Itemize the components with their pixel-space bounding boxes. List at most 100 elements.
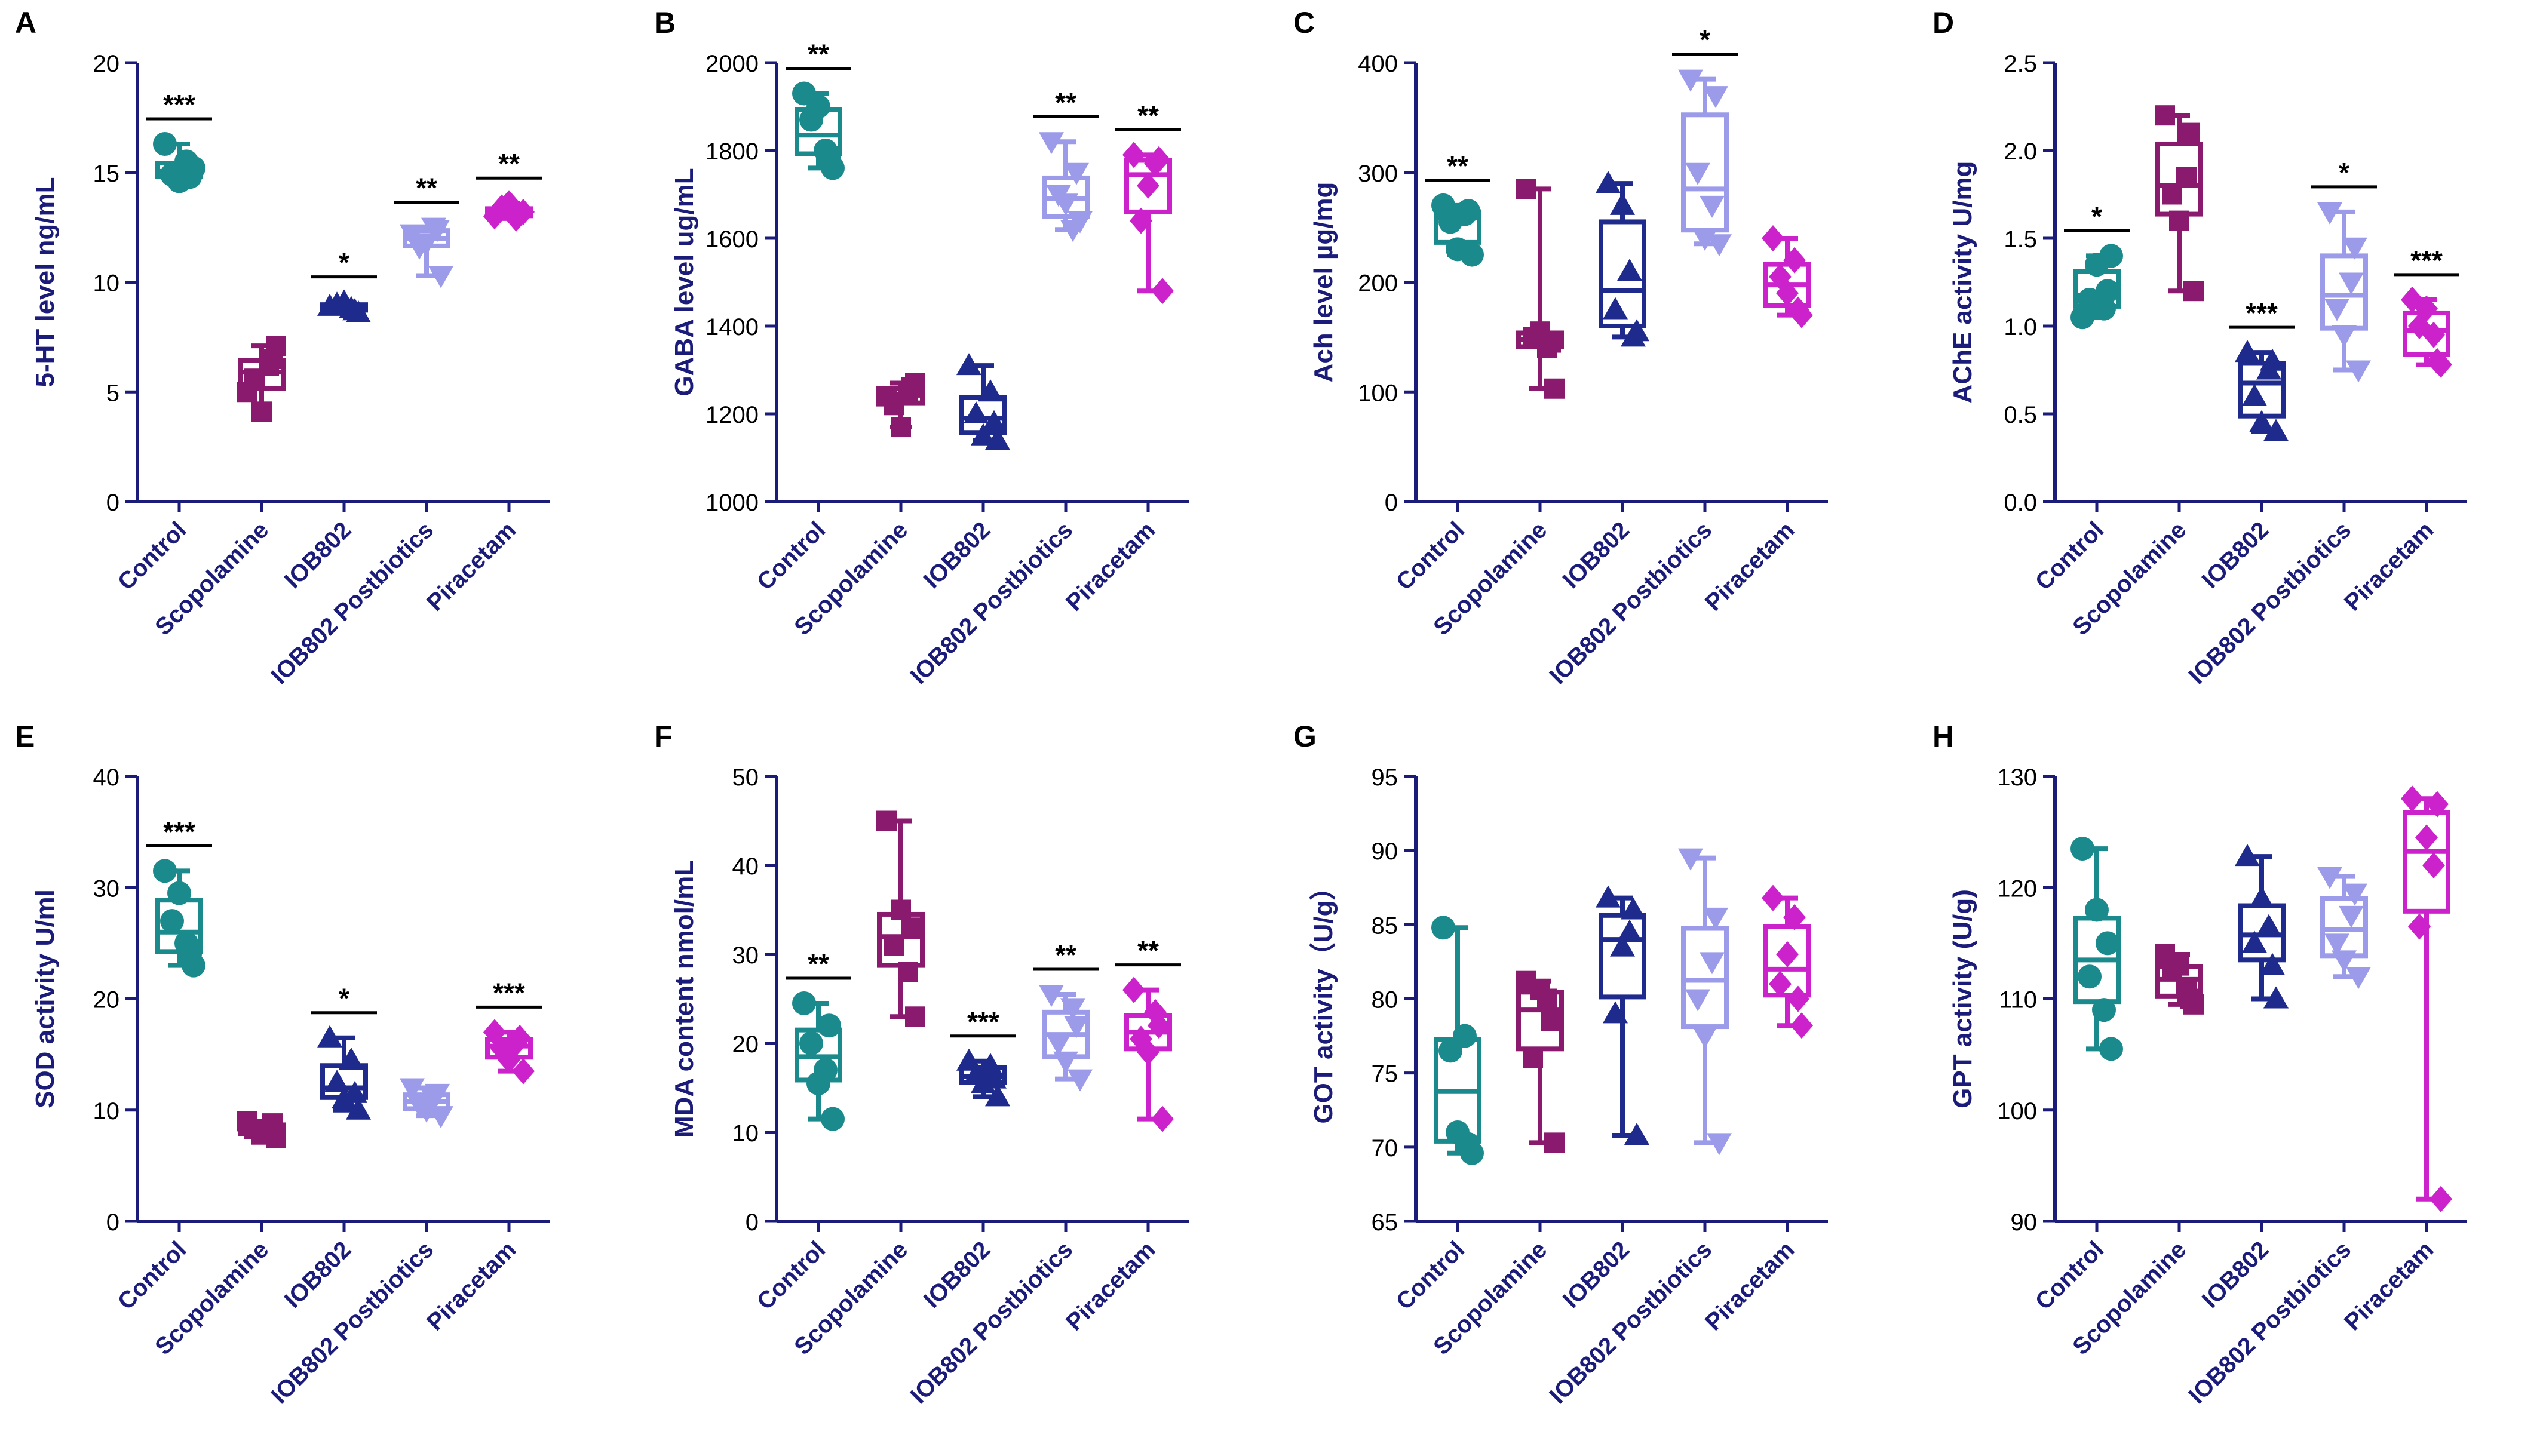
y-tick-label: 1000	[705, 490, 759, 516]
data-point	[262, 349, 283, 370]
data-point	[2401, 785, 2424, 812]
y-tick-label: 200	[1358, 271, 1398, 297]
data-point	[342, 298, 367, 321]
x-category-label: IOB802	[1558, 517, 1635, 594]
y-tick-label: 50	[732, 764, 759, 791]
data-point	[2422, 852, 2445, 878]
panel-label: B	[654, 6, 676, 39]
y-tick-label: 1800	[705, 139, 759, 165]
data-point	[1700, 195, 1725, 218]
x-category-label: IOB802 Postbiotics	[1544, 1236, 1717, 1409]
data-point	[981, 410, 1007, 432]
data-point	[817, 143, 841, 167]
box-group-iob802-postbiotics	[1678, 848, 1732, 1156]
data-point	[2099, 1037, 2123, 1061]
x-category-label: Control	[1391, 517, 1470, 595]
data-point	[1692, 229, 1717, 251]
significance-stars: ***	[2246, 297, 2278, 328]
data-point	[2339, 905, 2364, 928]
box-group-control: **	[786, 948, 851, 1131]
x-category-label: IOB802	[280, 517, 357, 594]
data-point	[1137, 172, 1159, 199]
box-group-scopolamine	[1516, 179, 1565, 399]
data-point	[2085, 253, 2109, 277]
data-point	[153, 859, 177, 883]
data-point	[1137, 1039, 1159, 1065]
y-tick-label: 70	[1372, 1135, 1398, 1162]
data-point	[2332, 950, 2357, 973]
y-tick-label: 80	[1372, 987, 1398, 1013]
box-group-piracetam: **	[1115, 100, 1181, 305]
data-point	[262, 1113, 283, 1134]
data-point	[2339, 272, 2364, 295]
y-tick-label: 0	[106, 490, 119, 516]
data-point	[1456, 199, 1480, 223]
significance-stars: **	[1137, 100, 1159, 131]
data-point	[2096, 279, 2119, 303]
data-point	[1053, 1051, 1078, 1074]
panel-label: E	[15, 720, 35, 753]
y-tick-label: 10	[93, 271, 120, 297]
x-category-label: IOB802	[919, 517, 996, 594]
data-point	[339, 1047, 364, 1070]
data-point	[512, 1058, 535, 1085]
data-point	[2256, 914, 2281, 936]
y-tick-label: 10	[732, 1120, 759, 1147]
y-tick-label: 0	[746, 1209, 759, 1236]
significance-stars: **	[1447, 150, 1468, 182]
data-point	[167, 881, 191, 905]
data-point	[1685, 989, 1710, 1012]
data-point	[891, 899, 911, 920]
x-category-label: Piracetam	[422, 517, 521, 616]
y-tick-label: 90	[1372, 838, 1398, 865]
box-group-scopolamine	[2155, 944, 2204, 1015]
y-tick-label: 0.0	[2004, 490, 2037, 516]
data-point	[1769, 970, 1792, 997]
box-group-control	[2070, 837, 2123, 1061]
data-point	[2249, 410, 2274, 432]
x-category-label: Piracetam	[2339, 517, 2438, 616]
data-point	[346, 1097, 371, 1120]
data-point	[2260, 953, 2285, 975]
data-point	[2263, 986, 2289, 1009]
y-tick-label: 40	[93, 764, 120, 791]
data-point	[1762, 225, 1784, 251]
panel-b: B 1000 1200 1400 1600 1800 2000 GABA level ug/m…	[654, 6, 1189, 689]
box-group-control: *	[2064, 201, 2130, 330]
data-point	[1039, 132, 1064, 155]
x-category-label: Control	[1391, 1236, 1470, 1315]
data-point	[2401, 286, 2424, 313]
box-group-piracetam	[1762, 884, 1813, 1039]
data-point	[898, 962, 918, 982]
x-category-label: IOB802 Postbiotics	[905, 1236, 1078, 1409]
data-point	[2096, 931, 2119, 956]
y-tick-label: 110	[1999, 987, 2037, 1013]
data-point	[1783, 904, 1806, 930]
box-group-iob802: ***	[2229, 297, 2295, 441]
data-point	[905, 1006, 925, 1027]
significance-stars: *	[339, 983, 349, 1014]
data-point	[1148, 146, 1170, 173]
box-group-control: ***	[146, 89, 212, 193]
data-point	[2155, 105, 2175, 126]
data-point	[1787, 296, 1809, 323]
x-category-label: Control	[752, 517, 831, 595]
data-point	[1431, 916, 1455, 940]
data-point	[2085, 898, 2109, 922]
panel-label: A	[15, 6, 36, 39]
box-group-iob802: *	[311, 247, 377, 322]
data-point	[2415, 824, 2438, 851]
x-category-label: Piracetam	[2339, 1236, 2438, 1335]
y-tick-label: 30	[93, 876, 120, 902]
box-group-iob802-postbiotics: **	[394, 173, 459, 288]
data-point	[2426, 791, 2449, 818]
significance-stars: *	[2339, 157, 2349, 188]
x-category-label: IOB802 Postbiotics	[905, 517, 1078, 689]
box-group-scopolamine	[2155, 105, 2204, 302]
x-category-label: IOB802 Postbiotics	[266, 517, 438, 689]
data-point	[2235, 340, 2260, 363]
data-point	[251, 401, 272, 422]
significance-stars: *	[339, 247, 349, 278]
significance-stars: *	[2091, 201, 2102, 232]
data-point	[1530, 979, 1550, 1000]
